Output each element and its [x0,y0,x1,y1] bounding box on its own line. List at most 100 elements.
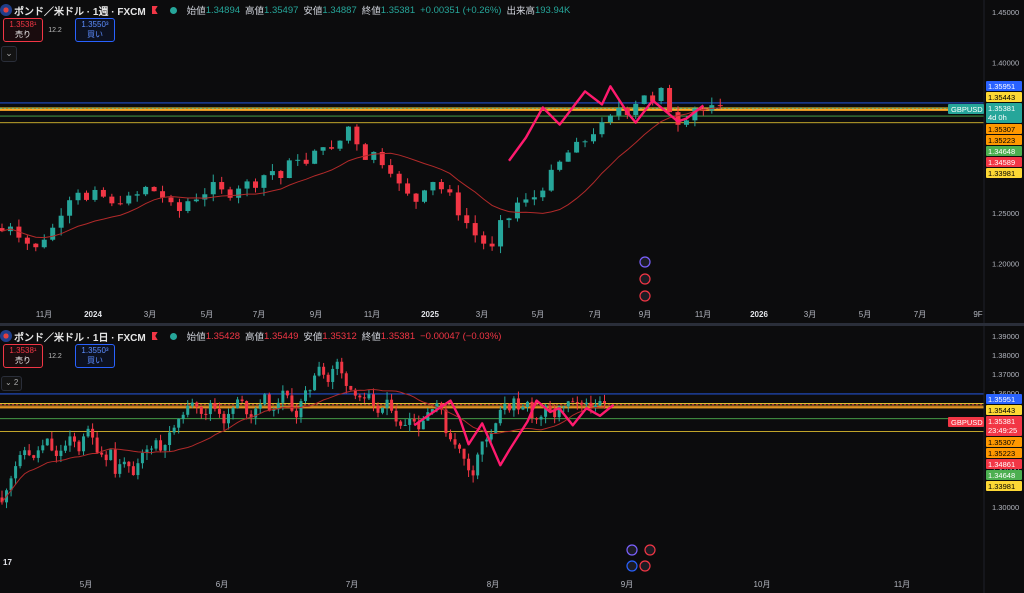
candle-body [304,390,308,402]
flag-marker-icon[interactable] [151,332,158,340]
x-tick-label: 11月 [695,310,711,319]
candle-body [337,140,343,149]
x-tick-label: 7月 [346,580,358,589]
candle-body [92,189,98,200]
daily-chart-pane[interactable]: 1.390001.380001.370001.360001.350001.340… [0,326,1024,593]
candle-body [199,406,203,414]
ohlc-close-value: 1.35381 [380,4,416,16]
collapse-indicators-button[interactable]: ⌄ [1,46,17,62]
candle-body [100,452,104,455]
candle-body [589,402,593,408]
candle-body [140,452,144,464]
price-label-text: 1.34648 [988,147,1015,156]
candle-body [379,151,385,166]
event-icon [639,560,651,572]
countdown-label: 23:49:25 [988,426,1017,435]
candle-body [261,175,267,188]
zigzag-line [413,399,615,467]
candle-body [471,470,475,476]
price-label-text: 1.34861 [988,460,1015,469]
candle-body [219,182,225,190]
weekly-chart-pane[interactable]: 1.450001.400001.350001.300001.250001.200… [0,0,1024,323]
candle-body [444,409,448,434]
candle-body [253,181,258,188]
candle-body [512,398,516,411]
candle-body [222,413,226,424]
candle-body [227,413,230,424]
candle-body [354,126,360,145]
price-label-box [986,416,1022,436]
symbol-title[interactable]: ポンド／米ドル · 1週 · FXCM [14,6,146,18]
candle-body [464,215,470,224]
flag-marker-icon[interactable] [151,6,158,14]
candle-body [18,455,22,467]
ohlc-low-value: 1.35312 [322,330,357,342]
candle-body [616,107,622,116]
price-label-box [986,146,1022,156]
candle-body [692,108,698,121]
candle-body [467,458,471,471]
y-tick-label: 1.38000 [992,351,1019,360]
symbol-tag-text: GBPUSD [951,418,983,427]
candle-body [75,192,81,201]
candle-body [340,361,344,374]
moving-average-line [1,388,605,503]
candle-body [481,235,487,244]
x-tick-label: 3月 [144,310,156,319]
gbp-usd-flag-icon [0,4,12,16]
candle-body [113,449,117,474]
sell-button[interactable]: 1.3538¹ 売り [3,344,43,368]
event-icon [639,273,651,285]
price-label-text: 1.33981 [988,169,1015,178]
candle-body [240,399,244,402]
ohlc-open-label: 始値 [186,332,206,343]
candle-body [122,461,126,465]
candle-body [675,112,681,125]
candle-body [281,390,285,403]
candle-body [59,450,63,457]
volume-label: 出来高 [506,6,535,17]
candle-body [394,410,398,422]
candle-body [516,398,520,410]
candle-body [72,436,76,442]
daily-chart-canvas[interactable]: 1.390001.380001.370001.360001.350001.340… [0,326,1024,593]
candle-body [453,439,457,445]
candle-body [24,237,30,244]
candle-body [329,147,335,149]
weekly-chart-canvas[interactable]: 1.450001.400001.350001.300001.250001.200… [0,0,1024,323]
buy-button[interactable]: 1.3550³ 買い [75,344,115,368]
candle-body [565,152,571,162]
ohlc-open-label: 始値 [186,6,206,17]
tradingview-logo: 17 [3,558,12,567]
candle-body [602,401,606,404]
ohlc-low-value: 1.34887 [322,4,357,16]
collapse-indicators-button[interactable]: ⌄ 2 [1,376,23,391]
symbol-tag-text: GBPUSD [951,105,983,114]
candle-body [249,414,253,418]
candle-body [0,228,5,232]
event-icon [626,544,638,556]
pane-divider[interactable] [0,323,1024,326]
candle-body [448,433,452,440]
price-label-box [986,394,1022,404]
sell-button[interactable]: 1.3538¹ 売り [3,18,43,42]
spread-value: 12.2 [48,352,62,360]
candle-body [683,120,689,125]
candle-body [193,199,199,202]
buy-button[interactable]: 1.3550³ 買い [75,18,115,42]
x-tick-label: 7月 [253,310,265,319]
candle-body [531,197,537,200]
trade-buttons: 1.3538¹ 売り 12.2 1.3550³ 買い [3,18,115,42]
buy-label: 買い [87,30,103,39]
candle-body [143,186,149,195]
candle-body [435,403,439,410]
ohlc-close-value: 1.35381 [380,330,416,342]
price-label-text: 1.35443 [988,93,1015,102]
ohlc-open-value: 1.35428 [205,330,241,342]
symbol-title[interactable]: ポンド／米ドル · 1日 · FXCM [14,332,146,344]
candle-body [322,366,326,375]
candle-body [168,197,174,203]
candle-body [367,394,371,399]
candle-body [204,413,208,415]
candle-body [278,171,284,179]
